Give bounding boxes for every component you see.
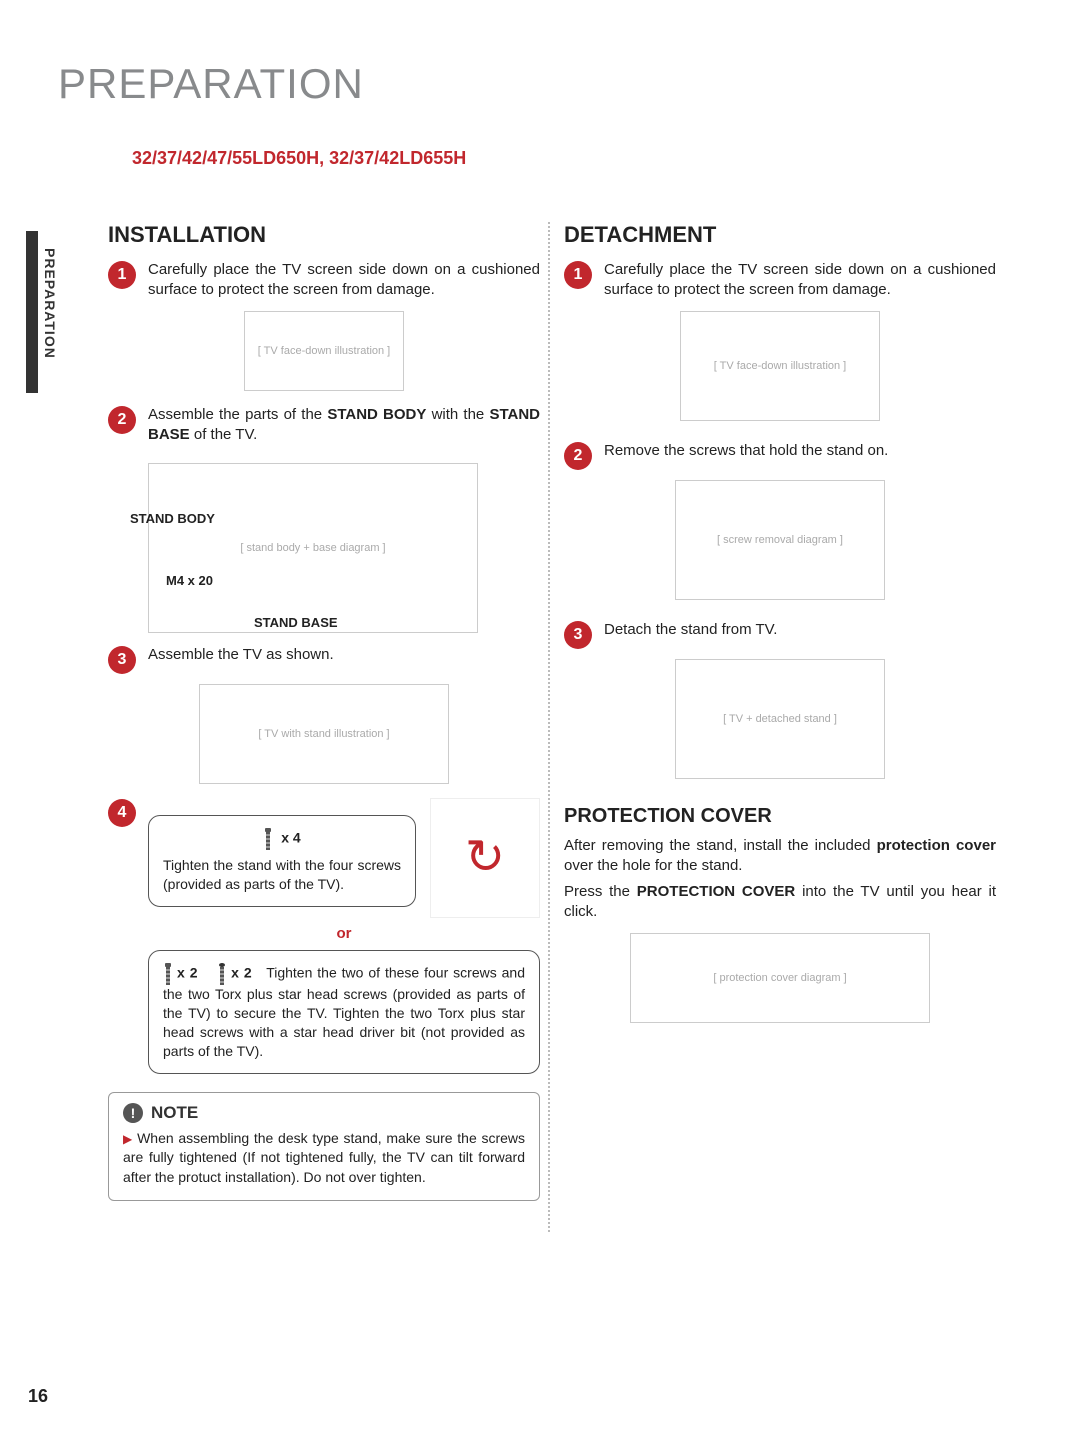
text-frag: Press the bbox=[564, 883, 637, 900]
screw-count: x 4 bbox=[281, 830, 300, 846]
text-frag: of the TV. bbox=[190, 426, 258, 443]
text-frag: Assemble the parts of the bbox=[148, 406, 327, 423]
note-heading-row: ! NOTE bbox=[123, 1103, 525, 1123]
figure-stand-detached: [ TV + detached stand ] bbox=[675, 659, 885, 779]
bold-protection-cover-caps: PROTECTION COVER bbox=[637, 883, 795, 900]
note-text: When assembling the desk type stand, mak… bbox=[123, 1130, 525, 1185]
protection-cover-heading: PROTECTION COVER bbox=[564, 805, 996, 828]
step-badge: 1 bbox=[108, 261, 136, 289]
screw-count: x 2 bbox=[231, 965, 252, 981]
install-step-4: 4 x 4 Tighten the stand with the four sc… bbox=[108, 798, 540, 1074]
installation-heading: INSTALLATION bbox=[108, 222, 540, 248]
install-step-3: 3 Assemble the TV as shown. bbox=[108, 645, 540, 674]
stand-assembly-figure: [ stand body + base diagram ] STAND BODY… bbox=[108, 455, 540, 645]
note-heading: NOTE bbox=[151, 1103, 198, 1123]
step-badge: 3 bbox=[564, 621, 592, 649]
triangle-bullet-icon: ▶ bbox=[123, 1132, 133, 1146]
step-text: x 4 Tighten the stand with the four scre… bbox=[148, 798, 540, 1074]
installation-column: INSTALLATION 1 Carefully place the TV sc… bbox=[108, 222, 540, 1201]
figure-screw-removal: [ screw removal diagram ] bbox=[675, 480, 885, 600]
screw-icon bbox=[163, 963, 173, 985]
screw-box-text: Tighten the stand with the four screws (… bbox=[163, 856, 401, 894]
detachment-heading: DETACHMENT bbox=[564, 222, 996, 248]
side-tab-label: PREPARATION bbox=[42, 248, 58, 359]
column-divider bbox=[548, 222, 550, 1232]
or-separator: or bbox=[148, 924, 540, 944]
figure-tv-facedown: [ TV face-down illustration ] bbox=[244, 311, 404, 391]
step-badge: 2 bbox=[564, 442, 592, 470]
protection-p1: After removing the stand, install the in… bbox=[564, 836, 996, 877]
text-frag: with the bbox=[426, 406, 489, 423]
screw-count: x 2 bbox=[177, 965, 198, 981]
step-badge: 1 bbox=[564, 261, 592, 289]
text-frag: over the hole for the stand. bbox=[564, 857, 742, 874]
protection-p2: Press the PROTECTION COVER into the TV u… bbox=[564, 882, 996, 923]
install-step-2: 2 Assemble the parts of the STAND BODY w… bbox=[108, 405, 540, 446]
step-badge: 3 bbox=[108, 646, 136, 674]
text-frag: After removing the stand, install the in… bbox=[564, 837, 877, 854]
step-badge: 4 bbox=[108, 799, 136, 827]
step-text: Carefully place the TV screen side down … bbox=[148, 260, 540, 301]
step-text: Assemble the parts of the STAND BODY wit… bbox=[148, 405, 540, 446]
detach-step-1: 1 Carefully place the TV screen side dow… bbox=[564, 260, 996, 301]
figure-protection-cover: [ protection cover diagram ] bbox=[630, 933, 930, 1023]
figure-stand-assembly: [ stand body + base diagram ] bbox=[148, 463, 478, 633]
screw-box-b: x 2 x 2 Tighten the two of these four sc… bbox=[148, 950, 540, 1074]
step-badge: 2 bbox=[108, 406, 136, 434]
bold-protection-cover: protection cover bbox=[877, 837, 996, 854]
screw-icon bbox=[263, 828, 273, 850]
detach-step-2: 2 Remove the screws that hold the stand … bbox=[564, 441, 996, 470]
detach-step-3: 3 Detach the stand from TV. bbox=[564, 620, 996, 649]
callout-stand-base: STAND BASE bbox=[254, 615, 338, 630]
detachment-column: DETACHMENT 1 Carefully place the TV scre… bbox=[564, 222, 996, 1037]
install-step-1: 1 Carefully place the TV screen side dow… bbox=[108, 260, 540, 301]
step-text: Remove the screws that hold the stand on… bbox=[604, 441, 996, 461]
page-number: 16 bbox=[28, 1386, 48, 1407]
curved-arrow-icon: ↻ bbox=[430, 798, 540, 918]
note-icon: ! bbox=[123, 1103, 143, 1123]
step-text: Detach the stand from TV. bbox=[604, 620, 996, 640]
bold-stand-body: STAND BODY bbox=[327, 406, 426, 423]
screw-box-a: x 4 Tighten the stand with the four scre… bbox=[148, 815, 416, 907]
step-text: Assemble the TV as shown. bbox=[148, 645, 540, 665]
callout-stand-body: STAND BODY bbox=[130, 511, 215, 526]
figure-tv-facedown: [ TV face-down illustration ] bbox=[680, 311, 880, 421]
figure-tv-with-stand: [ TV with stand illustration ] bbox=[199, 684, 449, 784]
step-text: Carefully place the TV screen side down … bbox=[604, 260, 996, 301]
torx-screw-icon bbox=[217, 963, 227, 985]
note-box: ! NOTE ▶When assembling the desk type st… bbox=[108, 1092, 540, 1201]
model-reference: 32/37/42/47/55LD650H, 32/37/42LD655H bbox=[132, 148, 466, 169]
callout-screw-spec: M4 x 20 bbox=[166, 573, 213, 588]
note-body: ▶When assembling the desk type stand, ma… bbox=[123, 1129, 525, 1188]
page-title: PREPARATION bbox=[58, 60, 364, 108]
